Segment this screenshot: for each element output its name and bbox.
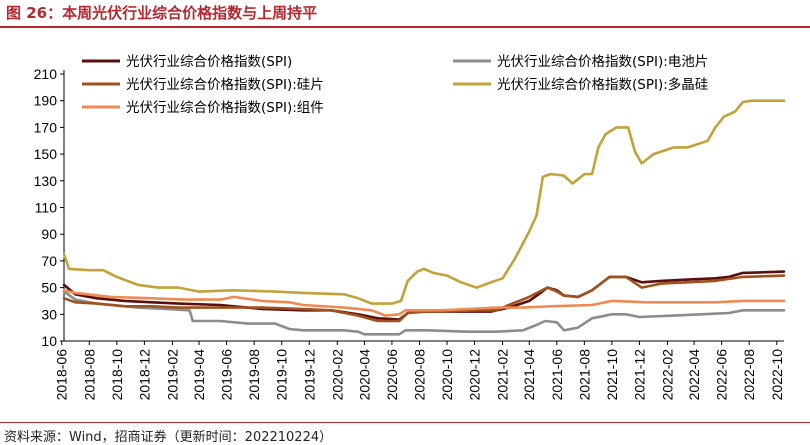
y-tick-label: 130 [34, 173, 58, 189]
x-tick-label: 2020-10 [439, 349, 455, 401]
x-tick-label: 2020-08 [411, 349, 427, 401]
x-tick-label: 2021-02 [495, 349, 511, 401]
y-tick-label: 190 [34, 93, 58, 109]
x-tick-label: 2020-02 [329, 349, 345, 401]
x-tick-label: 2021-12 [631, 349, 647, 401]
title-divider [0, 26, 810, 28]
y-tick-label: 30 [41, 306, 57, 322]
x-tick-label: 2022-06 [714, 349, 730, 401]
x-tick-label: 2022-10 [769, 349, 785, 401]
series-line-1 [62, 290, 786, 336]
legend-label-3: 光伏行业综合价格指数(SPI):多晶硅 [497, 76, 708, 93]
y-tick-label: 170 [34, 119, 58, 135]
legend: 光伏行业综合价格指数(SPI) 光伏行业综合价格指数(SPI):电池片光伏行业综合… [82, 54, 708, 116]
chart-title: 图 26：本周光伏行业综合价格指数与上周持平 [6, 4, 318, 22]
x-tick-label: 2021-10 [604, 349, 620, 401]
x-tick-label: 2022-02 [659, 349, 675, 401]
x-tick-label: 2022-04 [686, 349, 702, 401]
legend-label-4: 光伏行业综合价格指数(SPI):组件 [126, 100, 324, 116]
x-tick-label: 2018-10 [109, 349, 125, 401]
y-tick-label: 70 [41, 253, 57, 269]
x-tick-label: 2020-06 [384, 349, 400, 401]
source-note: 资料来源：Wind，招商证券（更新时间：202210224） [4, 430, 333, 445]
x-tick-label: 2022-08 [741, 349, 757, 401]
x-tick-label: 2019-12 [301, 349, 317, 401]
series-group [62, 99, 786, 336]
y-tick-label: 210 [34, 66, 58, 82]
legend-label-2: 光伏行业综合价格指数(SPI):硅片 [126, 77, 324, 93]
x-tick-label: 2018-06 [54, 349, 70, 401]
x-axis: 2018-06 2018-08 2018-10 2018-12 2019-02 2019-… [54, 340, 785, 401]
x-tick-label: 2019-10 [274, 349, 290, 401]
y-tick-label: 110 [35, 200, 58, 216]
footer-divider [0, 422, 810, 423]
x-tick-label: 2020-12 [467, 349, 483, 401]
x-tick-label: 2019-08 [246, 349, 262, 401]
y-tick-label: 90 [41, 226, 57, 242]
x-tick-label: 2019-06 [219, 349, 235, 401]
y-tick-label: 10 [41, 333, 57, 349]
x-tick-label: 2021-04 [521, 349, 537, 401]
series-line-3 [62, 99, 786, 305]
y-tick-label: 150 [34, 146, 58, 162]
y-tick-label: 50 [41, 280, 57, 296]
legend-label-1: 光伏行业综合价格指数(SPI):电池片 [497, 54, 708, 70]
x-tick-label: 2018-08 [81, 349, 97, 401]
x-tick-label: 2020-04 [356, 349, 372, 401]
x-tick-label: 2019-04 [191, 349, 207, 401]
y-axis: 10 30 50 70 90 110 130 150 170 190 210 [34, 66, 65, 349]
x-tick-label: 2021-06 [549, 349, 565, 401]
x-tick-label: 2018-12 [136, 349, 152, 401]
series-line-4 [62, 289, 786, 317]
series-line-2 [62, 274, 786, 323]
x-tick-label: 2019-02 [164, 349, 180, 401]
legend-label-0: 光伏行业综合价格指数(SPI) [126, 54, 292, 70]
x-tick-label: 2021-08 [576, 349, 592, 401]
